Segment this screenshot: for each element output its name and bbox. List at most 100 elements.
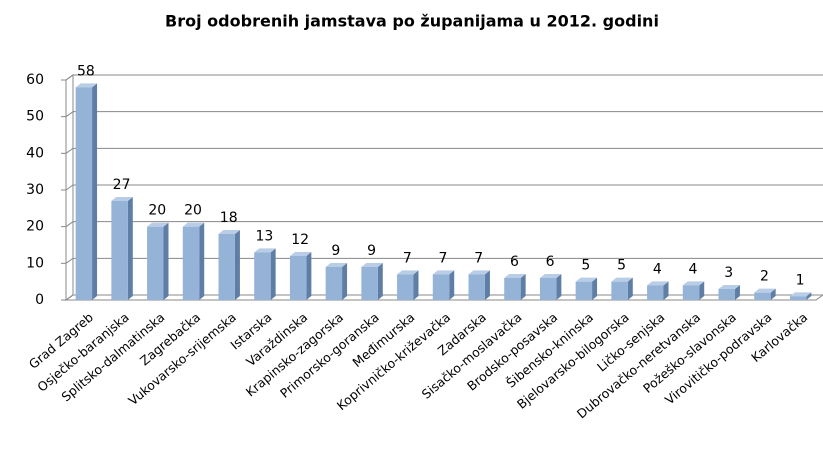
y-tick-label: 10 — [26, 255, 44, 271]
bar — [147, 226, 164, 300]
bar — [575, 281, 593, 300]
data-label: 13 — [256, 228, 274, 244]
data-label: 20 — [184, 203, 202, 219]
bar-top — [611, 277, 633, 282]
data-label: 4 — [689, 261, 698, 277]
bar-side — [306, 252, 312, 300]
bar-side — [342, 263, 348, 300]
bar-side — [663, 281, 669, 300]
grid-line — [65, 294, 823, 301]
y-tick-label: 0 — [35, 292, 44, 308]
data-label: 6 — [510, 254, 519, 270]
grid-line — [65, 111, 823, 118]
bar-top — [718, 285, 740, 289]
grid-line — [65, 184, 823, 191]
bar-top — [75, 83, 98, 88]
bar-side — [592, 277, 598, 300]
bar — [468, 274, 485, 300]
data-label: 20 — [148, 203, 166, 219]
bar-top — [682, 281, 705, 286]
y-tick-label: 50 — [26, 109, 44, 125]
data-label: 7 — [403, 250, 412, 266]
bar — [361, 267, 378, 300]
bar — [254, 252, 271, 300]
data-label: 7 — [474, 250, 483, 266]
bar-top — [289, 252, 312, 256]
data-label: 12 — [291, 232, 309, 248]
data-label: 6 — [546, 254, 555, 270]
bar-side — [199, 222, 205, 300]
bar — [325, 267, 343, 300]
bar-side — [699, 281, 705, 300]
y-tick-label: 60 — [26, 72, 44, 88]
data-label: 18 — [220, 210, 238, 226]
bar-side — [449, 270, 455, 300]
data-label: 27 — [113, 177, 131, 193]
bar — [539, 278, 557, 300]
bar-top — [468, 270, 490, 275]
bar-side — [627, 277, 633, 300]
bar-top — [789, 292, 812, 297]
bar — [182, 226, 200, 300]
grid-line — [65, 74, 823, 81]
bar-top — [111, 197, 133, 201]
bar-side — [734, 285, 740, 300]
grid-line — [65, 221, 823, 228]
bar — [75, 87, 93, 300]
bar — [789, 296, 807, 300]
bar-side — [806, 292, 812, 300]
y-tick-label: 30 — [26, 182, 44, 198]
bar-side — [520, 274, 526, 300]
bar — [754, 292, 771, 300]
bar-top — [182, 222, 205, 227]
bar-side — [484, 270, 490, 300]
bar — [432, 274, 450, 300]
grid-line — [65, 257, 823, 264]
bar-top — [432, 270, 455, 275]
bar-side — [127, 197, 133, 300]
bar-side — [556, 274, 562, 300]
bar-top — [647, 281, 669, 286]
bar-top — [539, 274, 562, 278]
bar-top — [754, 288, 776, 293]
grid-line — [65, 147, 823, 154]
data-label: 5 — [581, 258, 590, 274]
bar-top — [147, 222, 169, 227]
bar — [218, 234, 235, 300]
bar-side — [270, 248, 276, 300]
data-label: 4 — [653, 261, 662, 277]
chart-title: Broj odobrenih jamstava po županijama u … — [165, 12, 659, 31]
bar-side — [377, 263, 383, 300]
data-label: 5 — [617, 258, 626, 274]
data-label: 2 — [760, 269, 769, 285]
bar — [504, 278, 521, 300]
bar — [397, 274, 414, 300]
y-tick-label: 40 — [26, 145, 44, 161]
bar-top — [218, 230, 240, 234]
bar — [611, 281, 628, 300]
bar-side — [413, 270, 419, 300]
bar — [111, 201, 128, 300]
bar — [718, 289, 735, 300]
bar-side — [163, 222, 169, 300]
data-label: 3 — [724, 265, 733, 281]
data-label: 58 — [77, 63, 95, 79]
bar-side — [234, 230, 240, 300]
bar-top — [325, 263, 348, 267]
bar — [289, 256, 307, 300]
data-label: 1 — [796, 272, 805, 288]
bar — [647, 285, 664, 300]
y-tick-label: 20 — [26, 219, 44, 235]
bar-top — [397, 270, 419, 275]
bar — [682, 285, 700, 300]
bar-top — [504, 274, 526, 278]
bar-top — [575, 277, 598, 282]
bar-side — [92, 83, 98, 300]
bar-top — [361, 263, 383, 267]
data-label: 9 — [367, 243, 376, 259]
bar-top — [254, 248, 276, 253]
data-label: 7 — [439, 250, 448, 266]
data-label: 9 — [331, 243, 340, 259]
bar-side — [770, 288, 776, 300]
